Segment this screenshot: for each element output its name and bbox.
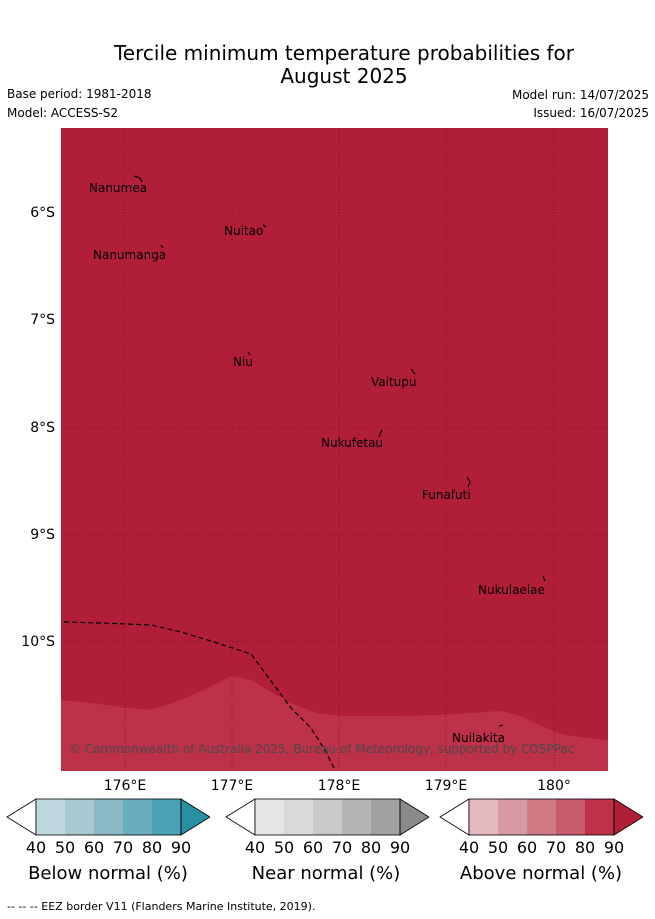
island-nukulaelae	[542, 575, 546, 582]
place-label-nanumanga: Nanumanga	[93, 248, 167, 262]
y-tick-8s: 8°S	[30, 420, 55, 436]
eez-border-note: -- -- -- EEZ border V11 (Flanders Marine…	[7, 900, 316, 913]
island-niu	[247, 351, 251, 356]
island-vaitupu	[410, 368, 416, 375]
colorbar-above-normal-swatches	[439, 798, 643, 836]
island-funafuti	[466, 476, 471, 488]
place-label-vaitupu: Vaitupu	[371, 375, 417, 389]
eez-border	[63, 621, 335, 769]
x-tick-178e: 178°E	[317, 778, 361, 794]
islands	[133, 175, 546, 727]
colorbar-swatch	[313, 799, 342, 835]
copyright-credit: © Commonwealth of Australia 2025, Bureau…	[69, 742, 575, 756]
island-nuitao	[262, 224, 267, 228]
model-run: Model run: 14/07/2025	[511, 88, 649, 102]
place-label-funafuti: Funafuti	[422, 488, 471, 502]
model-name: Model: ACCESS-S2	[7, 106, 119, 120]
colorbar-high-extension	[613, 798, 643, 836]
colorbar-tick-label: 40	[25, 838, 47, 857]
place-label-nuitao: Nuitao	[224, 224, 264, 238]
colorbar-label-above: Above normal (%)	[459, 863, 623, 884]
title-line-1: Tercile minimum temperature probabilitie…	[113, 41, 575, 65]
colorbar-tick-label: 70	[112, 838, 134, 857]
colorbar-swatch	[498, 799, 527, 835]
x-tick-180: 180°	[537, 778, 571, 794]
colorbar-swatch	[527, 799, 556, 835]
place-label-nuilakita: Nuilakita	[452, 731, 505, 745]
colorbar-below-normal-swatches	[6, 798, 210, 836]
colorbar-swatch	[36, 799, 65, 835]
place-label-nukufetau: Nukufetau	[321, 436, 384, 450]
colorbar-tick-label: 40	[458, 838, 480, 857]
colorbar-tick-label: 80	[574, 838, 596, 857]
colorbar-frame	[468, 798, 615, 836]
grid-lines	[61, 128, 608, 771]
x-tick-179e: 179°E	[424, 778, 468, 794]
colorbar-swatch	[585, 799, 614, 835]
colorbar-tick-label: 60	[516, 838, 538, 857]
colorbar-near-normal-swatches	[225, 798, 429, 836]
colorbar-below-normal	[6, 798, 210, 836]
above-normal-region	[61, 128, 608, 771]
place-label-nanumea: Nanumea	[89, 181, 147, 195]
colorbar-swatch	[65, 799, 94, 835]
colorbar-swatch	[94, 799, 123, 835]
y-tick-9s: 9°S	[30, 527, 55, 543]
island-nuilakita	[498, 724, 504, 727]
x-tick-176e: 176°E	[103, 778, 147, 794]
colorbar-swatch	[152, 799, 181, 835]
base-period: Base period: 1981-2018	[7, 87, 152, 101]
place-label-nukulaelae: Nukulaelae	[478, 583, 545, 597]
colorbar-tick-label: 60	[302, 838, 324, 857]
colorbar-tick-label: 50	[54, 838, 76, 857]
colorbar-frame	[254, 798, 401, 836]
colorbar-swatch	[255, 799, 284, 835]
colorbar-frame	[35, 798, 182, 836]
place-label-niu: Niu	[233, 355, 253, 369]
colorbar-tick-label: 90	[389, 838, 411, 857]
colorbar-low-extension	[439, 798, 470, 836]
y-tick-7s: 7°S	[30, 312, 55, 328]
colorbar-swatch	[284, 799, 313, 835]
colorbar-swatch	[342, 799, 371, 835]
island-nanumea	[133, 175, 143, 183]
y-tick-10s: 10°S	[21, 634, 55, 650]
colorbar-tick-label: 60	[83, 838, 105, 857]
colorbar-swatch	[123, 799, 152, 835]
colorbar-high-extension	[180, 798, 210, 836]
colorbar-high-extension	[399, 798, 429, 836]
colorbar-near-normal	[225, 798, 429, 836]
colorbar-swatch	[556, 799, 585, 835]
colorbar-tick-label: 80	[141, 838, 163, 857]
colorbar-swatch	[371, 799, 400, 835]
probability-map	[61, 128, 608, 771]
colorbar-tick-label: 80	[360, 838, 382, 857]
colorbar-above-normal	[439, 798, 643, 836]
colorbar-tick-label: 40	[244, 838, 266, 857]
island-nukufetau	[378, 429, 383, 438]
island-nanumanga	[160, 244, 164, 249]
colorbar-low-extension	[6, 798, 37, 836]
colorbar-label-near: Near normal (%)	[251, 863, 401, 884]
map-title: Tercile minimum temperature probabilitie…	[0, 42, 655, 88]
colorbar-tick-label: 50	[273, 838, 295, 857]
colorbar-swatch	[469, 799, 498, 835]
x-tick-177e: 177°E	[210, 778, 254, 794]
above-normal-80-region	[61, 676, 608, 771]
title-line-2: August 2025	[280, 64, 408, 88]
colorbar-tick-label: 90	[603, 838, 625, 857]
issued-date: Issued: 16/07/2025	[533, 106, 649, 120]
colorbar-tick-label: 50	[487, 838, 509, 857]
colorbar-low-extension	[225, 798, 256, 836]
y-tick-6s: 6°S	[30, 205, 55, 221]
colorbar-tick-label: 90	[170, 838, 192, 857]
colorbar-label-below: Below normal (%)	[28, 863, 188, 884]
colorbar-tick-label: 70	[545, 838, 567, 857]
colorbar-tick-label: 70	[331, 838, 353, 857]
